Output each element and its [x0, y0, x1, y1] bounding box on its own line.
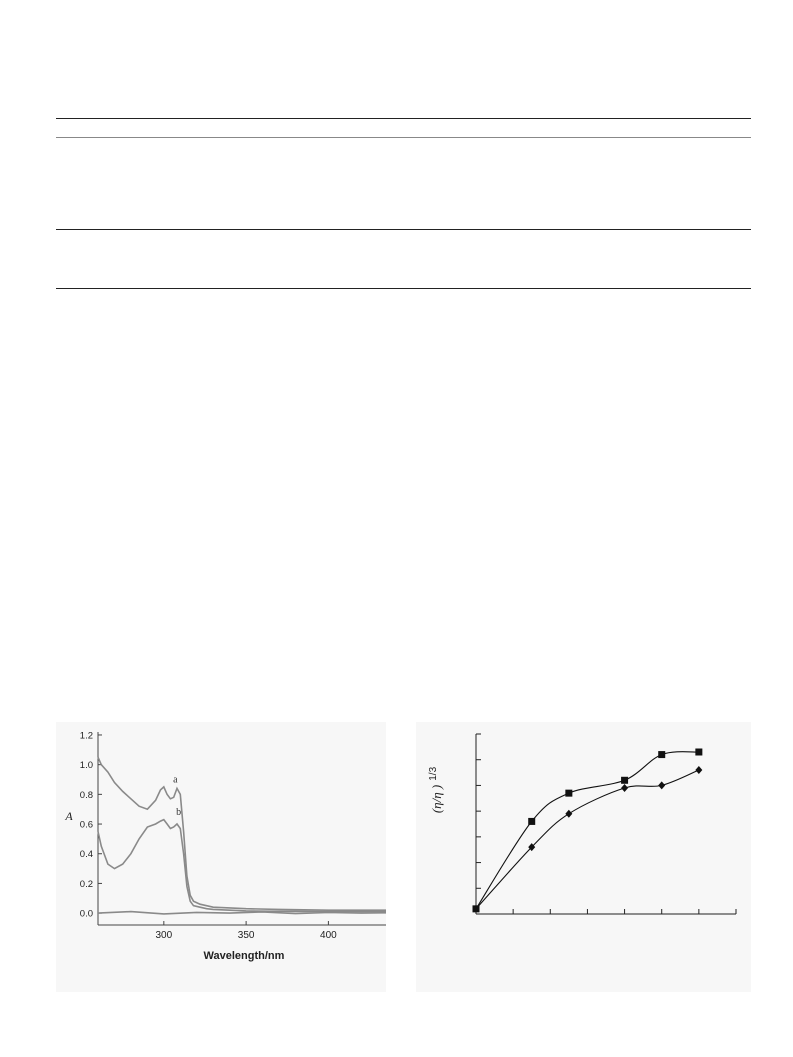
- uv-spectrum-panel: [56, 722, 386, 992]
- y-tick-label: 0.8: [80, 790, 93, 801]
- x-tick-label: 350: [238, 930, 255, 941]
- table-top-rule: [56, 118, 751, 119]
- table-bottom-rule: [56, 288, 751, 289]
- diamond-marker: [621, 784, 629, 792]
- series-annotation: b: [176, 807, 181, 818]
- table-mid-rule: [56, 229, 751, 230]
- y-tick-label: 0.2: [80, 879, 93, 890]
- y-tick-label: 1.2: [80, 730, 93, 741]
- y-axis-label: A: [64, 809, 73, 823]
- y-axis-label: (η/η ) 1/3: [428, 766, 445, 813]
- x-tick-label: 300: [155, 930, 172, 941]
- square-marker: [565, 789, 573, 797]
- series-annotation: a: [173, 774, 178, 785]
- y-tick-label: 1.0: [80, 760, 93, 771]
- x-axis-label: Wavelength/nm: [204, 950, 285, 962]
- uv-chart-plot-area: ab: [97, 756, 387, 915]
- viscosity-chart-plot-area: [472, 748, 703, 913]
- series-line-square: [475, 751, 699, 910]
- series-line-a: [97, 756, 386, 911]
- series-line-diamond: [475, 769, 700, 910]
- uv-chart-axes: 0.0 0.2 0.4 0.6 0.8 1.0 1.2 300 350 400: [80, 730, 386, 941]
- diamond-marker: [528, 843, 536, 852]
- viscosity-chart: (η/η ) 1/3: [428, 733, 737, 915]
- square-marker: [621, 776, 629, 784]
- x-tick-label: 400: [320, 930, 337, 941]
- y-axis-label-superscript: 1/3: [428, 766, 439, 780]
- diamond-marker: [658, 781, 666, 790]
- y-axis-label-main: (η/η ): [429, 785, 444, 813]
- square-marker: [695, 748, 703, 756]
- viscosity-panel: [416, 722, 751, 992]
- y-tick-label: 0.4: [80, 849, 93, 860]
- y-tick-label: 0.6: [80, 820, 93, 831]
- square-marker: [528, 817, 536, 825]
- diamond-marker: [695, 766, 703, 774]
- y-tick-label: 0.0: [80, 909, 93, 920]
- series-line-b: [97, 818, 386, 913]
- square-marker: [658, 751, 666, 759]
- viscosity-chart-axes: [475, 733, 737, 915]
- diamond-marker: [565, 809, 573, 818]
- diamond-marker: [472, 904, 480, 913]
- series-line-baseline: [97, 910, 387, 915]
- table-header-rule: [56, 137, 751, 138]
